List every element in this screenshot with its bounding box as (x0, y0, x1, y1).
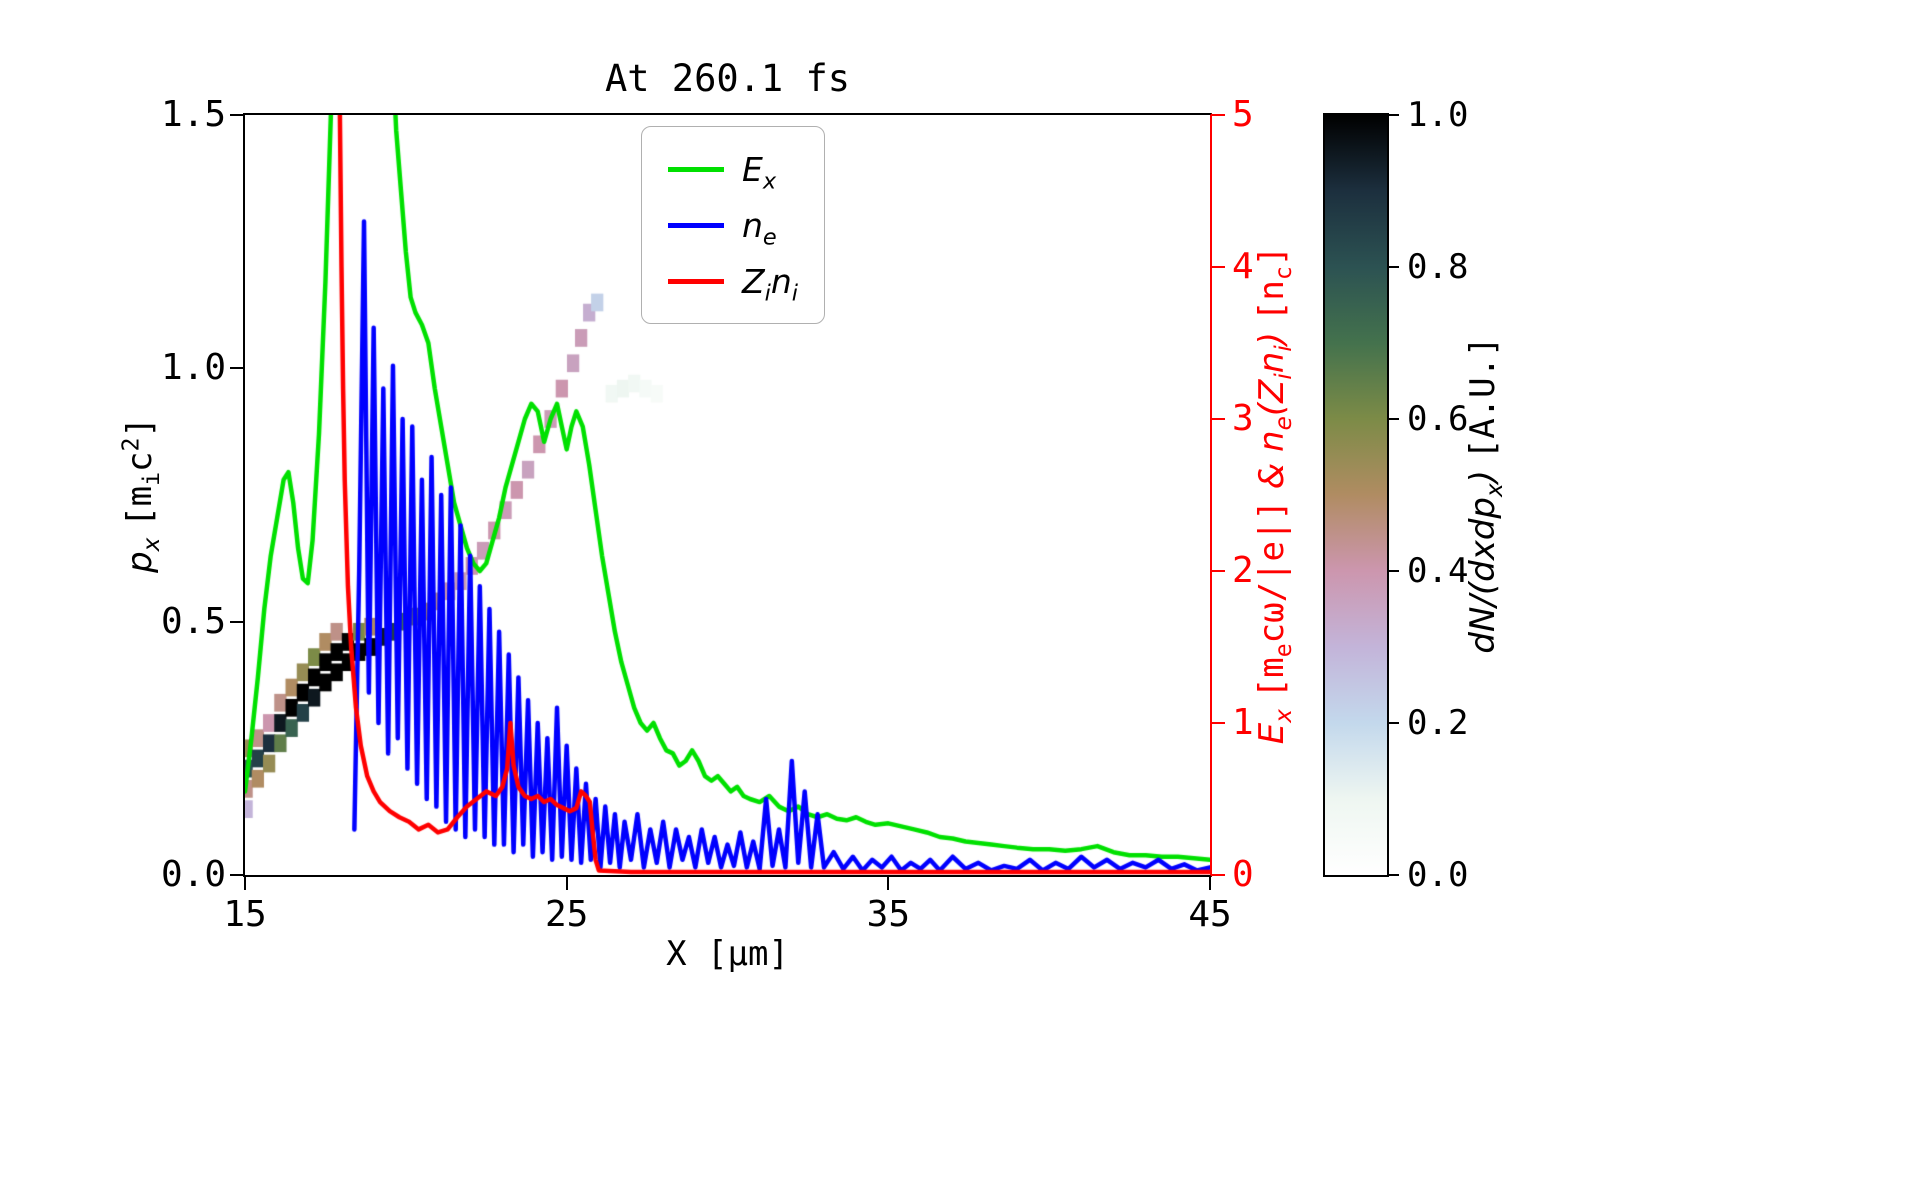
y-axis-label-left: px [mic2] (118, 417, 165, 573)
y-right-tick-label: 0 (1232, 854, 1254, 895)
x-tick-label: 35 (866, 894, 911, 935)
legend-line-swatch (668, 166, 724, 172)
y-right-tick-mark (1212, 722, 1225, 724)
colorbar-tick-label: 0.6 (1407, 399, 1469, 439)
y-right-tick-label: 4 (1232, 246, 1254, 287)
colorbar (1323, 113, 1389, 877)
y-left-tick-label: 0.0 (160, 854, 226, 895)
x-tick-label: 15 (223, 894, 267, 935)
colorbar-label: dN/(dxdpx) [A.U.] (1463, 336, 1508, 654)
x-tick-label: 25 (544, 894, 589, 935)
y-left-tick-mark (230, 874, 243, 876)
colorbar-tick-label: 0.0 (1407, 855, 1469, 895)
y-right-tick-label: 5 (1232, 94, 1254, 135)
y-right-tick-mark (1212, 570, 1225, 572)
y-left-tick-label: 1.0 (160, 347, 226, 389)
colorbar-tick-mark (1389, 266, 1399, 268)
colorbar-tick-mark (1389, 418, 1399, 420)
legend-line-swatch (668, 278, 724, 284)
colorbar-gradient (1325, 115, 1387, 875)
plot-frame (243, 113, 1212, 877)
legend-line-swatch (668, 222, 724, 228)
y-left-tick-label: 1.5 (160, 94, 226, 135)
x-tick-label: 45 (1188, 894, 1232, 935)
legend-label: Ex (742, 149, 777, 195)
y-right-tick-mark (1212, 874, 1225, 876)
y-left-tick-mark (230, 114, 243, 116)
x-axis-label: X [μm] (666, 934, 789, 974)
colorbar-tick-mark (1389, 570, 1399, 572)
y-left-tick-mark (230, 367, 243, 370)
legend-item: Zini (668, 253, 798, 309)
colorbar-tick-label: 0.8 (1407, 247, 1469, 287)
y-left-tick-label: 0.5 (160, 600, 226, 642)
y-right-tick-mark (1212, 114, 1225, 116)
x-tick-mark (887, 877, 890, 890)
y-right-tick-mark (1212, 418, 1225, 420)
legend-label: ne (742, 205, 777, 251)
legend-box: Ex ne Zini (641, 126, 825, 324)
legend-label: Zini (742, 261, 798, 307)
colorbar-tick-mark (1389, 114, 1399, 116)
y-right-tick-mark (1212, 266, 1225, 268)
y-left-tick-mark (230, 620, 243, 623)
legend-item: ne (668, 197, 798, 253)
colorbar-tick-label: 0.2 (1407, 703, 1469, 743)
colorbar-tick-mark (1389, 722, 1399, 724)
x-tick-mark (244, 877, 246, 890)
y-right-tick-label: 1 (1232, 702, 1254, 743)
colorbar-tick-label: 0.4 (1407, 551, 1469, 591)
y-right-tick-label: 2 (1232, 550, 1254, 591)
x-tick-mark (565, 877, 568, 890)
y-axis-label-right: Ex [mecω/|e|] & ne(Zini) [nc] (1252, 245, 1297, 745)
legend-item: Ex (668, 141, 798, 197)
colorbar-tick-label: 1.0 (1407, 95, 1469, 135)
colorbar-tick-mark (1389, 874, 1399, 876)
y-right-tick-label: 3 (1232, 398, 1254, 439)
chart-title: At 260.1 fs (604, 57, 851, 100)
x-tick-mark (1209, 877, 1211, 890)
